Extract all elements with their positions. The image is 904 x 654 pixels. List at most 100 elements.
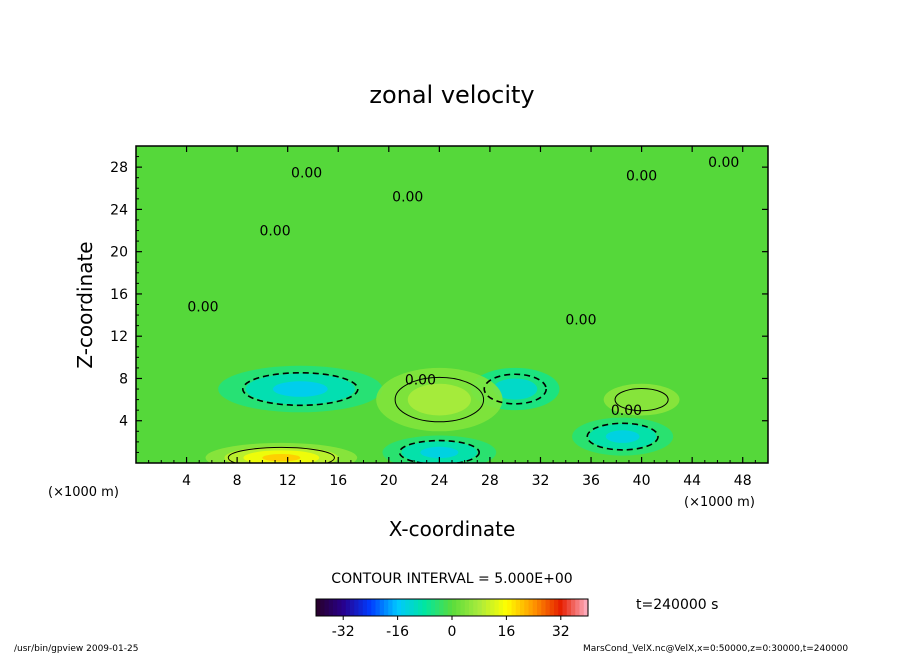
contour-label: 0.00 <box>187 300 218 316</box>
footer-left: /usr/bin/gpview 2009-01-25 <box>14 644 138 654</box>
colorbar: -32 -16 0 16 32 <box>315 598 589 640</box>
contour-line <box>586 422 659 451</box>
field-blob <box>493 378 538 400</box>
contour-line <box>614 388 669 412</box>
x-tick-label: 4 <box>182 473 191 489</box>
colorbar-cell <box>328 599 334 616</box>
contour-labels: 0.00 0.00 0.00 0.00 0.00 0.00 0.00 0.00 0.00 <box>187 155 739 419</box>
colorbar-cell <box>367 599 372 616</box>
colorbar-cell <box>337 599 343 616</box>
contour-line <box>398 439 480 463</box>
colorbar-cell <box>350 599 355 616</box>
field-blob <box>262 454 301 462</box>
colorbar-cell <box>473 599 479 616</box>
contour-interval-label: CONTOUR INTERVAL = 5.000E+00 <box>331 571 572 587</box>
contour-label: 0.00 <box>565 312 596 328</box>
x-tick-label: 28 <box>481 473 499 489</box>
colorbar-cell <box>575 599 581 616</box>
contour-line <box>483 373 547 405</box>
contour-line <box>227 446 335 463</box>
colorbar-cell <box>345 599 351 616</box>
field-blob <box>407 383 471 416</box>
colorbar-cell <box>388 599 394 616</box>
colorbar-cell <box>464 599 470 616</box>
x-tick-label: 36 <box>582 473 600 489</box>
y-tick-label: 4 <box>119 414 128 430</box>
colorbar-cell <box>486 599 491 616</box>
y-tick-label: 8 <box>119 371 128 387</box>
y-axis: 4 8 12 16 20 24 28 <box>110 156 768 453</box>
colorbar-cell <box>520 599 525 616</box>
colorbar-cell <box>460 599 466 616</box>
x-tick-label: 24 <box>430 473 448 489</box>
x-axis: 4 8 12 16 20 24 28 32 36 40 44 48 <box>148 146 756 489</box>
colorbar-cell <box>528 599 534 616</box>
colorbar-cell <box>511 599 517 616</box>
colorbar-cell <box>375 599 381 616</box>
contour-label: 0.00 <box>259 224 290 240</box>
x-tick-label: 32 <box>532 473 550 489</box>
colorbar-tick-label: 16 <box>497 624 515 640</box>
colorbar-cell <box>371 599 377 616</box>
colorbar-cell <box>524 599 530 616</box>
colorbar-cell <box>439 599 445 616</box>
colorbar-cell <box>443 599 449 616</box>
field-blob <box>272 381 328 397</box>
contour-label: 0.00 <box>626 169 657 185</box>
x-tick-label: 12 <box>279 473 297 489</box>
colorbar-cell <box>422 599 428 616</box>
x-tick-label: 48 <box>734 473 752 489</box>
time-label: t=240000 s <box>636 597 718 613</box>
contour-label: 0.00 <box>708 155 739 171</box>
colorbar-cell <box>456 599 462 616</box>
colorbar-cell <box>469 599 474 616</box>
y-tick-label: 12 <box>110 329 128 345</box>
colorbar-cell <box>579 599 585 616</box>
y-tick-label: 28 <box>110 160 128 176</box>
colorbar-cell <box>324 599 330 616</box>
y-tick-label: 16 <box>110 287 128 303</box>
colorbar-cell <box>558 599 564 616</box>
colorbar-cell <box>405 599 411 616</box>
colorbar-cell <box>409 599 415 616</box>
plot-area: 0.00 0.00 0.00 0.00 0.00 0.00 0.00 0.00 0.00 <box>136 146 768 463</box>
contour-label: 0.00 <box>611 403 642 419</box>
y-axis-label: Z-coordinate <box>73 241 97 368</box>
contour-label: 0.00 <box>291 165 322 181</box>
colorbar-cell <box>384 599 389 616</box>
colorbar-cell <box>396 599 402 616</box>
colorbar-cell <box>515 599 521 616</box>
x-tick-label: 44 <box>683 473 701 489</box>
colorbar-cell <box>537 599 542 616</box>
footer-right: MarsCond_VelX.nc@VelX,x=0:50000,z=0:3000… <box>583 644 848 654</box>
field-blob <box>605 430 640 443</box>
colorbar-cell <box>333 599 338 616</box>
x-axis-label: X-coordinate <box>389 517 516 541</box>
colorbar-cell <box>532 599 538 616</box>
colorbar-cell <box>379 599 385 616</box>
colorbar-cell <box>358 599 364 616</box>
colorbar-cell <box>545 599 551 616</box>
colorbar-cell <box>418 599 423 616</box>
colorbar-cell <box>490 599 496 616</box>
colorbar-cell <box>503 599 508 616</box>
colorbar-cell <box>316 599 321 616</box>
y-tick-label: 20 <box>110 245 128 261</box>
colorbar-cell <box>541 599 547 616</box>
colorbar-cell <box>401 599 406 616</box>
colorbar-cell <box>320 599 326 616</box>
colorbar-cell <box>426 599 432 616</box>
colorbar-cell <box>507 599 513 616</box>
colorbar-cell <box>430 599 436 616</box>
contour-label: 0.00 <box>405 373 436 389</box>
colorbar-cell <box>362 599 368 616</box>
colorbar-cell <box>554 599 559 616</box>
contour-lines <box>227 371 669 463</box>
colorbar-cell <box>413 599 419 616</box>
contour-label: 0.00 <box>392 190 423 206</box>
colorbar-cell <box>562 599 568 616</box>
y-tick-label: 24 <box>110 202 128 218</box>
x-unit-right: (×1000 m) <box>684 495 755 510</box>
colorbar-tick-label: 32 <box>552 624 570 640</box>
